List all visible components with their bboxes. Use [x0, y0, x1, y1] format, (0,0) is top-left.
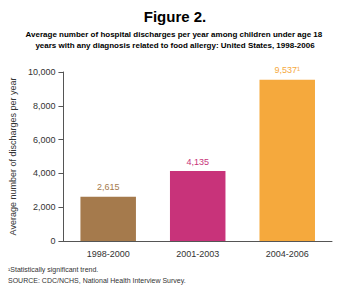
- svg-text:Average number of discharges p: Average number of discharges per year: [8, 78, 18, 236]
- svg-text:4,000: 4,000: [33, 168, 56, 178]
- svg-text:2,000: 2,000: [33, 202, 56, 212]
- svg-text:8,000: 8,000: [33, 101, 56, 111]
- svg-text:4,135: 4,135: [186, 157, 209, 167]
- svg-text:¹Statistically significant tre: ¹Statistically significant trend.: [8, 266, 98, 274]
- svg-text:2004-2006: 2004-2006: [266, 249, 309, 259]
- svg-text:2,615: 2,615: [97, 182, 120, 192]
- svg-text:9,537¹: 9,537¹: [274, 65, 300, 75]
- svg-text:1998-2000: 1998-2000: [87, 249, 130, 259]
- svg-text:SOURCE: CDC/NCHS, National Hea: SOURCE: CDC/NCHS, National Health Interv…: [8, 277, 186, 285]
- svg-text:Average number of hospital dis: Average number of hospital discharges pe…: [26, 30, 325, 39]
- svg-text:6,000: 6,000: [33, 135, 56, 145]
- svg-text:years with any diagnosis relat: years with any diagnosis related to food…: [35, 41, 315, 50]
- svg-text:Figure 2.: Figure 2.: [144, 8, 207, 25]
- svg-text:2001-2003: 2001-2003: [176, 249, 219, 259]
- svg-text:10,000: 10,000: [28, 67, 56, 77]
- svg-text:0: 0: [50, 236, 55, 246]
